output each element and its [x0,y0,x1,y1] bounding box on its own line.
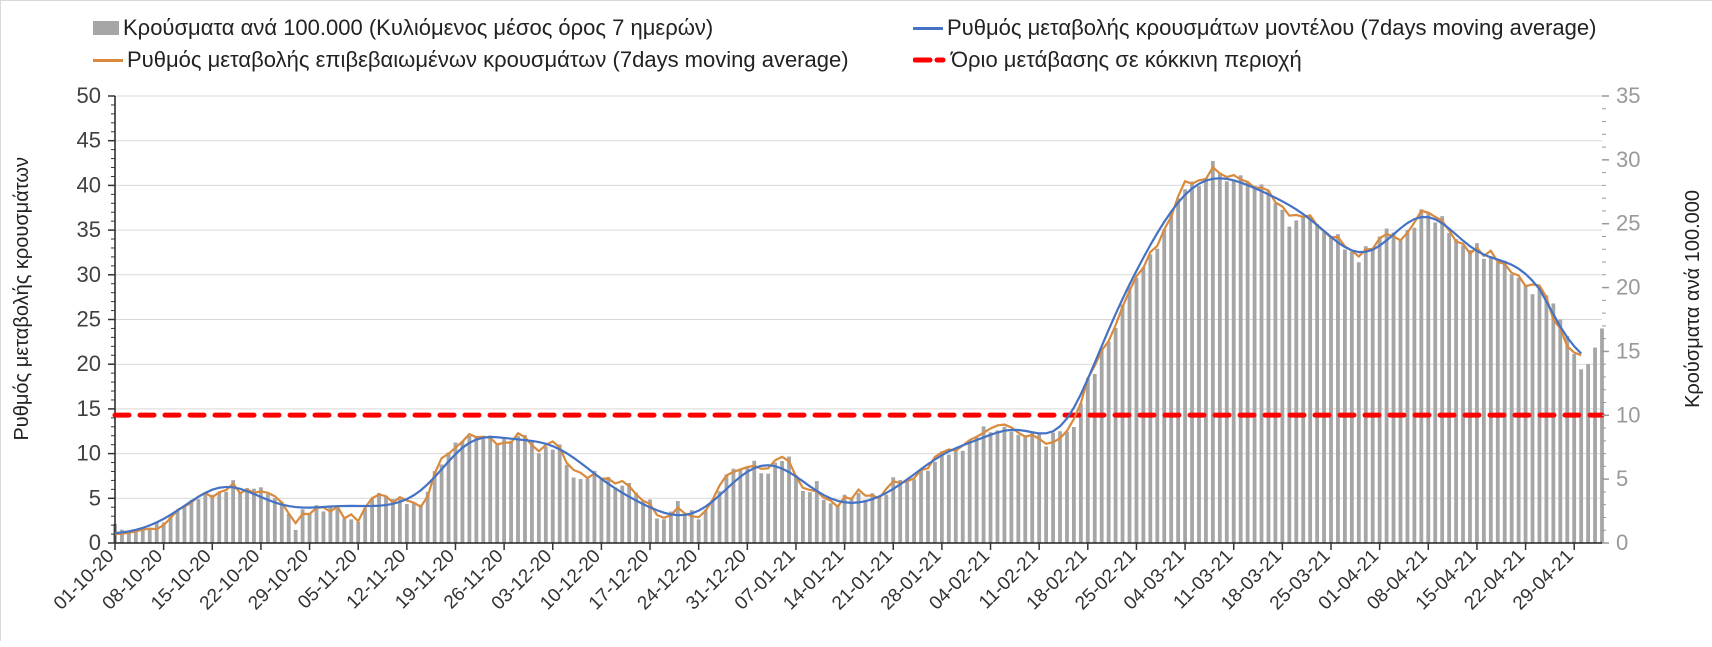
svg-text:35: 35 [77,217,101,242]
svg-text:45: 45 [77,128,101,153]
svg-text:30: 30 [1616,147,1640,172]
svg-text:15: 15 [77,396,101,421]
svg-text:20: 20 [77,351,101,376]
svg-text:50: 50 [77,83,101,108]
svg-text:25: 25 [1616,211,1640,236]
svg-text:0: 0 [1616,530,1628,555]
svg-text:40: 40 [77,172,101,197]
svg-text:5: 5 [89,485,101,510]
svg-text:30: 30 [77,262,101,287]
svg-text:15: 15 [1616,338,1640,363]
svg-text:5: 5 [1616,466,1628,491]
svg-text:25: 25 [77,307,101,332]
svg-text:20: 20 [1616,275,1640,300]
svg-text:10: 10 [77,441,101,466]
svg-text:35: 35 [1616,83,1640,108]
svg-text:10: 10 [1616,402,1640,427]
